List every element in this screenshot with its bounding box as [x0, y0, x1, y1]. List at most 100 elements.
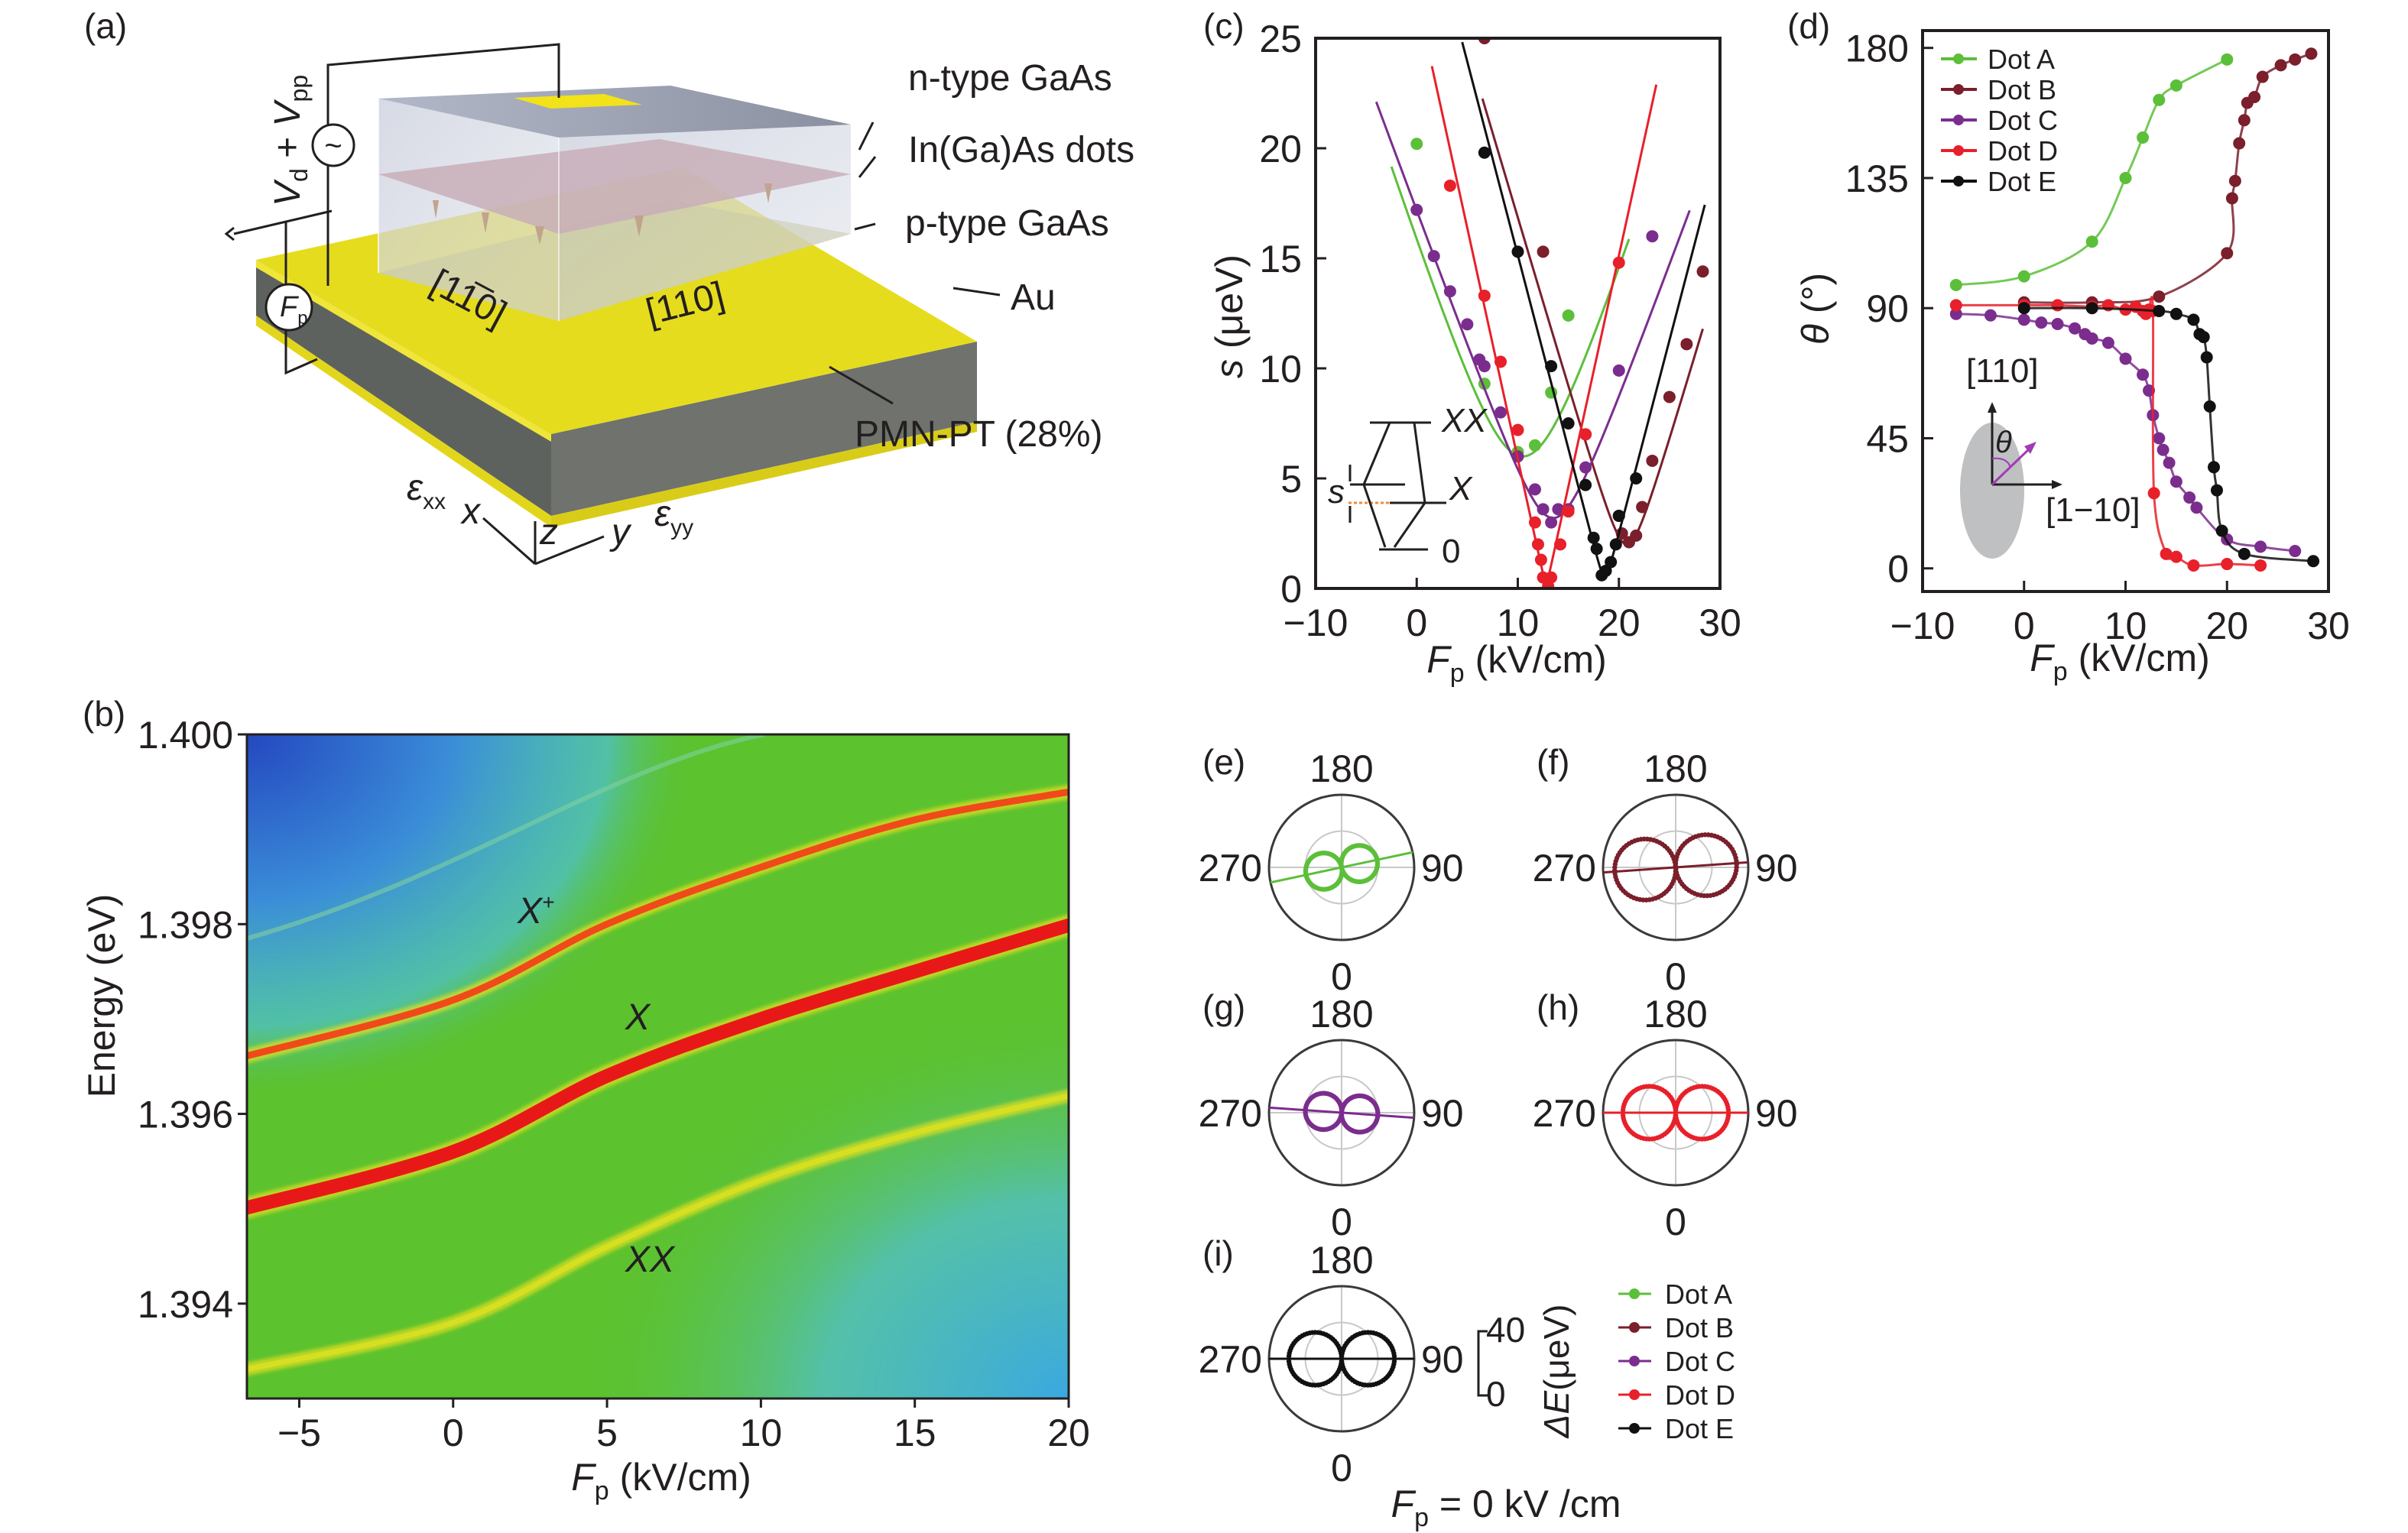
- legend-item-dot-b: Dot B: [1941, 74, 2056, 105]
- legend-item-dot-c: Dot C: [1941, 105, 2058, 136]
- data-point: [1531, 538, 1544, 551]
- legend-marker: [1953, 84, 1964, 95]
- data-point: [2101, 336, 2114, 349]
- b-x-tick-label: 20: [1047, 1411, 1090, 1454]
- angle-label-180: 180: [1644, 993, 1707, 1036]
- data-point: [1562, 505, 1575, 518]
- angle-label-0: 0: [1665, 1201, 1686, 1243]
- legend-label: Dot C: [1988, 105, 2058, 136]
- angle-label-90: 90: [1755, 1092, 1798, 1135]
- data-point: [2215, 524, 2228, 537]
- angle-label-0: 0: [1665, 955, 1686, 998]
- label-au: Au: [1011, 277, 1056, 318]
- legend-label: Dot C: [1665, 1346, 1735, 1377]
- c-x-tick-label: 30: [1699, 601, 1741, 644]
- data-point: [2210, 484, 2223, 497]
- data-point: [2221, 558, 2234, 571]
- data-point: [2085, 332, 2098, 345]
- data-point: [2085, 235, 2098, 248]
- inset-label-x: X: [1449, 470, 1473, 507]
- legend-label: Dot D: [1665, 1379, 1735, 1411]
- data-point: [2160, 547, 2173, 560]
- polar-plot-i: (i) 180 0 270 90: [1199, 1233, 1464, 1489]
- au-edge: [256, 260, 551, 442]
- data-point: [1478, 146, 1491, 159]
- data-point: [1562, 417, 1575, 429]
- data-point: [2069, 322, 2082, 335]
- top-contact: [514, 94, 642, 109]
- angle-label-0: 0: [1331, 1447, 1352, 1489]
- faint-line: [247, 734, 765, 941]
- data-point: [1478, 360, 1491, 373]
- data-point: [2153, 93, 2166, 106]
- angle-label-0: 0: [1331, 955, 1352, 998]
- data-point: [2238, 547, 2251, 560]
- fit-line-dot-a: [1390, 166, 1631, 458]
- data-point: [2169, 307, 2182, 320]
- angle-label-180: 180: [1644, 747, 1707, 790]
- legend-label: Dot B: [1665, 1312, 1734, 1343]
- data-point: [2169, 475, 2182, 488]
- polar-plot-f: (f) 180 0 270 90: [1533, 742, 1798, 998]
- b-y-tick-label: 1.400: [138, 714, 233, 757]
- c-y-tick-label: 15: [1259, 238, 1302, 280]
- n-gaas-top: [378, 86, 851, 138]
- data-point: [1528, 439, 1541, 452]
- dot-ellipse: [1960, 423, 2024, 559]
- b-x-tick-label: 0: [443, 1411, 464, 1454]
- data-point: [1494, 406, 1507, 419]
- d-x-tick-label: 20: [2205, 604, 2248, 647]
- panel-label-d: (d): [1787, 6, 1830, 46]
- data-point: [1461, 318, 1474, 331]
- data-point: [2147, 487, 2160, 500]
- label-eps-yy: εyy: [654, 494, 693, 540]
- data-point: [2137, 131, 2150, 144]
- data-point: [2153, 305, 2166, 317]
- data-point: [1562, 309, 1575, 322]
- legend-item-dot-d: Dot D: [1941, 135, 2058, 167]
- data-point: [2169, 79, 2182, 92]
- data-point: [2051, 299, 2064, 312]
- data-point: [1646, 454, 1659, 467]
- data-point: [2207, 461, 2220, 474]
- panel-label-h: (h): [1537, 987, 1579, 1027]
- data-point: [2307, 555, 2320, 568]
- data-point: [2221, 247, 2234, 260]
- data-point: [2248, 91, 2261, 104]
- c-x-tick-label: 20: [1598, 601, 1640, 644]
- b-x-tick-label: 5: [596, 1411, 618, 1454]
- data-point: [1612, 364, 1625, 377]
- data-point: [2156, 443, 2169, 456]
- angle-label-270: 270: [1199, 1092, 1262, 1135]
- legend-item-dot-a: Dot A: [1941, 44, 2055, 75]
- data-point: [1696, 265, 1709, 278]
- angle-label-270: 270: [1199, 1338, 1262, 1381]
- data-point: [1545, 516, 1558, 529]
- data-point: [1528, 516, 1541, 529]
- data-point: [2017, 270, 2030, 283]
- data-point: [2256, 70, 2269, 83]
- b-y-tick-label: 1.394: [138, 1283, 233, 1326]
- label-p-type-gaas: p-type GaAs: [905, 203, 1109, 244]
- polar-legend-item-dot-a: Dot A: [1618, 1279, 1732, 1310]
- legend-marker: [1953, 176, 1964, 186]
- b-y-tick-label: 1.398: [138, 903, 233, 946]
- data-point: [2017, 302, 2030, 315]
- data-point: [2187, 313, 2200, 326]
- fit-line-dot-e: [1461, 41, 1706, 579]
- polar-legend-item-dot-c: Dot C: [1618, 1346, 1735, 1377]
- legend-marker: [1953, 145, 1964, 156]
- polar-outer-circle: [1602, 793, 1750, 942]
- d-y-tick-label: 135: [1845, 157, 1909, 200]
- d-y-tick-label: 0: [1887, 548, 1909, 591]
- data-point: [1984, 309, 1997, 322]
- angle-label-90: 90: [1421, 847, 1464, 890]
- c-y-tick-label: 5: [1280, 458, 1302, 501]
- angle-label-0: 0: [1331, 1201, 1352, 1243]
- fit-line-dot-b: [1481, 98, 1704, 546]
- angle-label-180: 180: [1309, 747, 1373, 790]
- angle-label-90: 90: [1421, 1092, 1464, 1135]
- data-point: [2203, 400, 2216, 413]
- data-point: [2305, 47, 2318, 60]
